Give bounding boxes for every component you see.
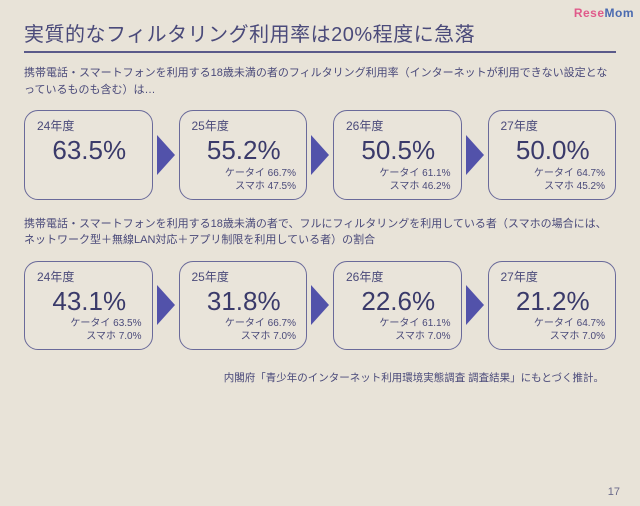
card-year: 26年度 bbox=[346, 268, 451, 285]
card-main: 22.6% bbox=[346, 287, 451, 316]
card-sub: ケータイ 64.7% スマホ 45.2% bbox=[501, 167, 606, 193]
section2-row: 24年度 43.1% ケータイ 63.5% スマホ 7.0% 25年度 31.8… bbox=[24, 261, 616, 351]
card-year: 27年度 bbox=[501, 117, 606, 134]
ketai-value: ケータイ 66.7% bbox=[225, 168, 296, 179]
card-sub: ケータイ 63.5% スマホ 7.0% bbox=[37, 317, 142, 343]
card-s1-2: 26年度 50.5% ケータイ 61.1% スマホ 46.2% bbox=[333, 110, 462, 200]
sumaho-value: スマホ 46.2% bbox=[390, 181, 451, 192]
card-year: 25年度 bbox=[192, 117, 297, 134]
slide: 実質的なフィルタリング利用率は20%程度に急落 携帯電話・スマートフォンを利用す… bbox=[0, 0, 640, 506]
card-s2-3: 27年度 21.2% ケータイ 64.7% スマホ 7.0% bbox=[488, 261, 617, 351]
card-s2-1: 25年度 31.8% ケータイ 66.7% スマホ 7.0% bbox=[179, 261, 308, 351]
card-main: 63.5% bbox=[37, 136, 142, 165]
card-sub: ケータイ 61.1% スマホ 46.2% bbox=[346, 167, 451, 193]
card-sub: ケータイ 66.7% スマホ 7.0% bbox=[192, 317, 297, 343]
arrow-icon bbox=[466, 135, 484, 175]
card-main: 50.0% bbox=[501, 136, 606, 165]
arrow-icon bbox=[157, 285, 175, 325]
slide-title: 実質的なフィルタリング利用率は20%程度に急落 bbox=[24, 18, 616, 53]
sumaho-value: スマホ 45.2% bbox=[544, 181, 605, 192]
card-s1-3: 27年度 50.0% ケータイ 64.7% スマホ 45.2% bbox=[488, 110, 617, 200]
card-sub: ケータイ 66.7% スマホ 47.5% bbox=[192, 167, 297, 193]
card-main: 43.1% bbox=[37, 287, 142, 316]
card-main: 31.8% bbox=[192, 287, 297, 316]
card-s2-0: 24年度 43.1% ケータイ 63.5% スマホ 7.0% bbox=[24, 261, 153, 351]
card-year: 24年度 bbox=[37, 117, 142, 134]
card-s2-2: 26年度 22.6% ケータイ 61.1% スマホ 7.0% bbox=[333, 261, 462, 351]
card-year: 27年度 bbox=[501, 268, 606, 285]
card-main: 50.5% bbox=[346, 136, 451, 165]
arrow-icon bbox=[466, 285, 484, 325]
sumaho-value: スマホ 7.0% bbox=[550, 331, 605, 342]
ketai-value: ケータイ 61.1% bbox=[379, 318, 450, 329]
arrow-icon bbox=[311, 135, 329, 175]
card-year: 24年度 bbox=[37, 268, 142, 285]
card-main: 21.2% bbox=[501, 287, 606, 316]
sumaho-value: スマホ 7.0% bbox=[395, 331, 450, 342]
arrow-icon bbox=[311, 285, 329, 325]
ketai-value: ケータイ 64.7% bbox=[534, 318, 605, 329]
card-year: 26年度 bbox=[346, 117, 451, 134]
card-main: 55.2% bbox=[192, 136, 297, 165]
section1-desc: 携帯電話・スマートフォンを利用する18歳未満の者のフィルタリング利用率（インター… bbox=[24, 65, 616, 98]
section1-row: 24年度 63.5% ケータイスマホ 25年度 55.2% ケータイ 66.7%… bbox=[24, 110, 616, 200]
card-year: 25年度 bbox=[192, 268, 297, 285]
card-s1-0: 24年度 63.5% ケータイスマホ bbox=[24, 110, 153, 200]
page-number: 17 bbox=[608, 486, 620, 498]
sumaho-value: スマホ 7.0% bbox=[241, 331, 296, 342]
ketai-value: ケータイ 61.1% bbox=[379, 168, 450, 179]
sumaho-value: スマホ 47.5% bbox=[235, 181, 296, 192]
ketai-value: ケータイ 66.7% bbox=[225, 318, 296, 329]
card-sub: ケータイ 61.1% スマホ 7.0% bbox=[346, 317, 451, 343]
card-s1-1: 25年度 55.2% ケータイ 66.7% スマホ 47.5% bbox=[179, 110, 308, 200]
arrow-icon bbox=[157, 135, 175, 175]
sumaho-value: スマホ 7.0% bbox=[86, 331, 141, 342]
ketai-value: ケータイ 64.7% bbox=[534, 168, 605, 179]
card-sub: ケータイ 64.7% スマホ 7.0% bbox=[501, 317, 606, 343]
ketai-value: ケータイ 63.5% bbox=[70, 318, 141, 329]
footnote: 内閣府「青少年のインターネット利用環境実態調査 調査結果」にもとづく推計。 bbox=[24, 370, 616, 385]
section2-desc: 携帯電話・スマートフォンを利用する18歳未満の者で、フルにフィルタリングを利用し… bbox=[24, 216, 616, 249]
